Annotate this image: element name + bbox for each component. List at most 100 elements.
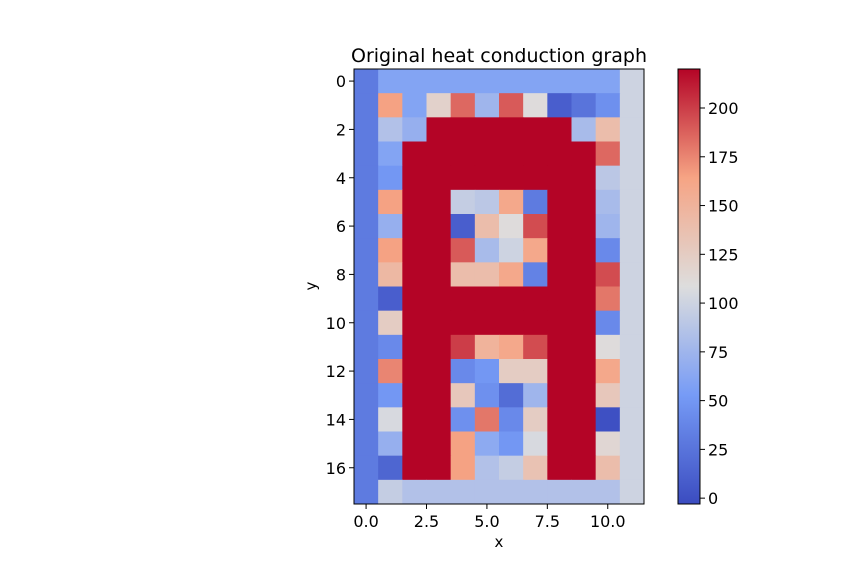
heatmap-cell bbox=[402, 359, 427, 384]
heatmap-cell bbox=[595, 117, 621, 142]
heatmap-cell bbox=[547, 383, 572, 408]
heatmap-cell bbox=[547, 431, 572, 457]
heatmap-cell bbox=[595, 262, 621, 287]
heatmap-cell bbox=[354, 214, 379, 239]
heatmap-cell bbox=[547, 455, 572, 481]
heatmap-cell bbox=[523, 165, 548, 191]
heatmap-cell bbox=[450, 383, 476, 408]
y-tick-label: 10 bbox=[326, 314, 346, 333]
heatmap-cell bbox=[474, 165, 500, 191]
heatmap-cell bbox=[499, 141, 524, 167]
heatmap-cell bbox=[402, 455, 427, 481]
heatmap-cell bbox=[402, 117, 427, 142]
heatmap-cell bbox=[354, 69, 379, 94]
heatmap-cell bbox=[499, 286, 524, 312]
heatmap-cell bbox=[523, 117, 548, 142]
heatmap-cell bbox=[354, 359, 379, 384]
heatmap-cell bbox=[474, 141, 500, 167]
heatmap-cell bbox=[378, 334, 403, 360]
heatmap-cell bbox=[619, 407, 645, 432]
heatmap-cell bbox=[402, 93, 427, 118]
heatmap-cell bbox=[402, 238, 427, 263]
heatmap-cell bbox=[595, 431, 621, 457]
heatmap-cell bbox=[426, 93, 452, 118]
heatmap-cell bbox=[571, 407, 597, 432]
heatmap-cell bbox=[354, 479, 379, 505]
heatmap-cell bbox=[619, 455, 645, 481]
chart-title: Original heat conduction graph bbox=[351, 45, 647, 67]
heatmap-cell bbox=[378, 141, 403, 167]
heatmap-cell bbox=[426, 189, 452, 215]
heatmap-cell bbox=[378, 383, 403, 408]
heatmap-cell bbox=[402, 334, 427, 360]
x-tick-label: 5.0 bbox=[474, 512, 499, 531]
heatmap-cell bbox=[571, 262, 597, 287]
heatmap-cell bbox=[571, 334, 597, 360]
heatmap-cell bbox=[378, 93, 403, 118]
y-tick-label: 0 bbox=[336, 72, 346, 91]
heatmap-cell bbox=[619, 238, 645, 263]
heatmap-cell bbox=[595, 141, 621, 167]
heatmap-cell bbox=[595, 359, 621, 384]
heatmap-cell bbox=[619, 93, 645, 118]
heatmap-cell bbox=[571, 69, 597, 94]
heatmap-cell bbox=[354, 286, 379, 312]
heatmap-cell bbox=[571, 383, 597, 408]
colorbar-tick-label: 0 bbox=[708, 489, 718, 508]
y-tick-label: 2 bbox=[336, 120, 346, 139]
colorbar-tick-label: 150 bbox=[708, 197, 739, 216]
heatmap-cell bbox=[450, 455, 476, 481]
heatmap-cell bbox=[619, 310, 645, 336]
heatmap-cell bbox=[547, 93, 572, 118]
heatmap-cell bbox=[619, 69, 645, 94]
heatmap-cell bbox=[547, 262, 572, 287]
heatmap-cell bbox=[354, 310, 379, 336]
colorbar-tick-label: 175 bbox=[708, 148, 739, 167]
heatmap-cell bbox=[378, 286, 403, 312]
heatmap-cell bbox=[354, 455, 379, 481]
heatmap-cell bbox=[378, 262, 403, 287]
heatmap-cell bbox=[354, 334, 379, 360]
heatmap-cell bbox=[499, 359, 524, 384]
heatmap-cell bbox=[571, 165, 597, 191]
heatmap-cell bbox=[595, 93, 621, 118]
heatmap-cell bbox=[354, 141, 379, 167]
heatmap-cell bbox=[402, 69, 427, 94]
heatmap-cell bbox=[571, 141, 597, 167]
heatmap-cell bbox=[426, 286, 452, 312]
heatmap-cell bbox=[523, 238, 548, 263]
heatmap-cell bbox=[547, 189, 572, 215]
heatmap-cell bbox=[426, 165, 452, 191]
heatmap-cell bbox=[450, 214, 476, 239]
heatmap-cell bbox=[619, 117, 645, 142]
plot-frame bbox=[353, 68, 645, 505]
heatmap-cell bbox=[619, 431, 645, 457]
heatmap-cell bbox=[595, 334, 621, 360]
colorbar-tick-label: 25 bbox=[708, 440, 728, 459]
heatmap-cell bbox=[474, 310, 500, 336]
y-tick-label: 12 bbox=[326, 362, 346, 381]
heatmap-cell bbox=[354, 238, 379, 263]
heatmap-cell bbox=[450, 69, 476, 94]
heatmap-cell bbox=[499, 334, 524, 360]
heatmap-cell bbox=[378, 238, 403, 263]
heatmap-cell bbox=[378, 310, 403, 336]
heatmap-cell bbox=[426, 214, 452, 239]
heatmap-cell bbox=[474, 262, 500, 287]
heatmap-cell bbox=[474, 189, 500, 215]
heatmap-cell bbox=[402, 431, 427, 457]
heatmap-cell bbox=[474, 431, 500, 457]
heatmap-cell bbox=[595, 479, 621, 505]
heatmap-cell bbox=[547, 407, 572, 432]
heatmap-cell bbox=[571, 431, 597, 457]
heatmap-cell bbox=[450, 117, 476, 142]
heatmap-cell bbox=[523, 69, 548, 94]
heatmap-cell bbox=[402, 286, 427, 312]
heatmap-cell bbox=[571, 214, 597, 239]
heatmap-cell bbox=[523, 93, 548, 118]
heatmap-cell bbox=[450, 431, 476, 457]
heatmap-cell bbox=[354, 117, 379, 142]
heatmap-cell bbox=[499, 455, 524, 481]
y-tick-label: 16 bbox=[326, 459, 346, 478]
heatmap-cell bbox=[595, 69, 621, 94]
